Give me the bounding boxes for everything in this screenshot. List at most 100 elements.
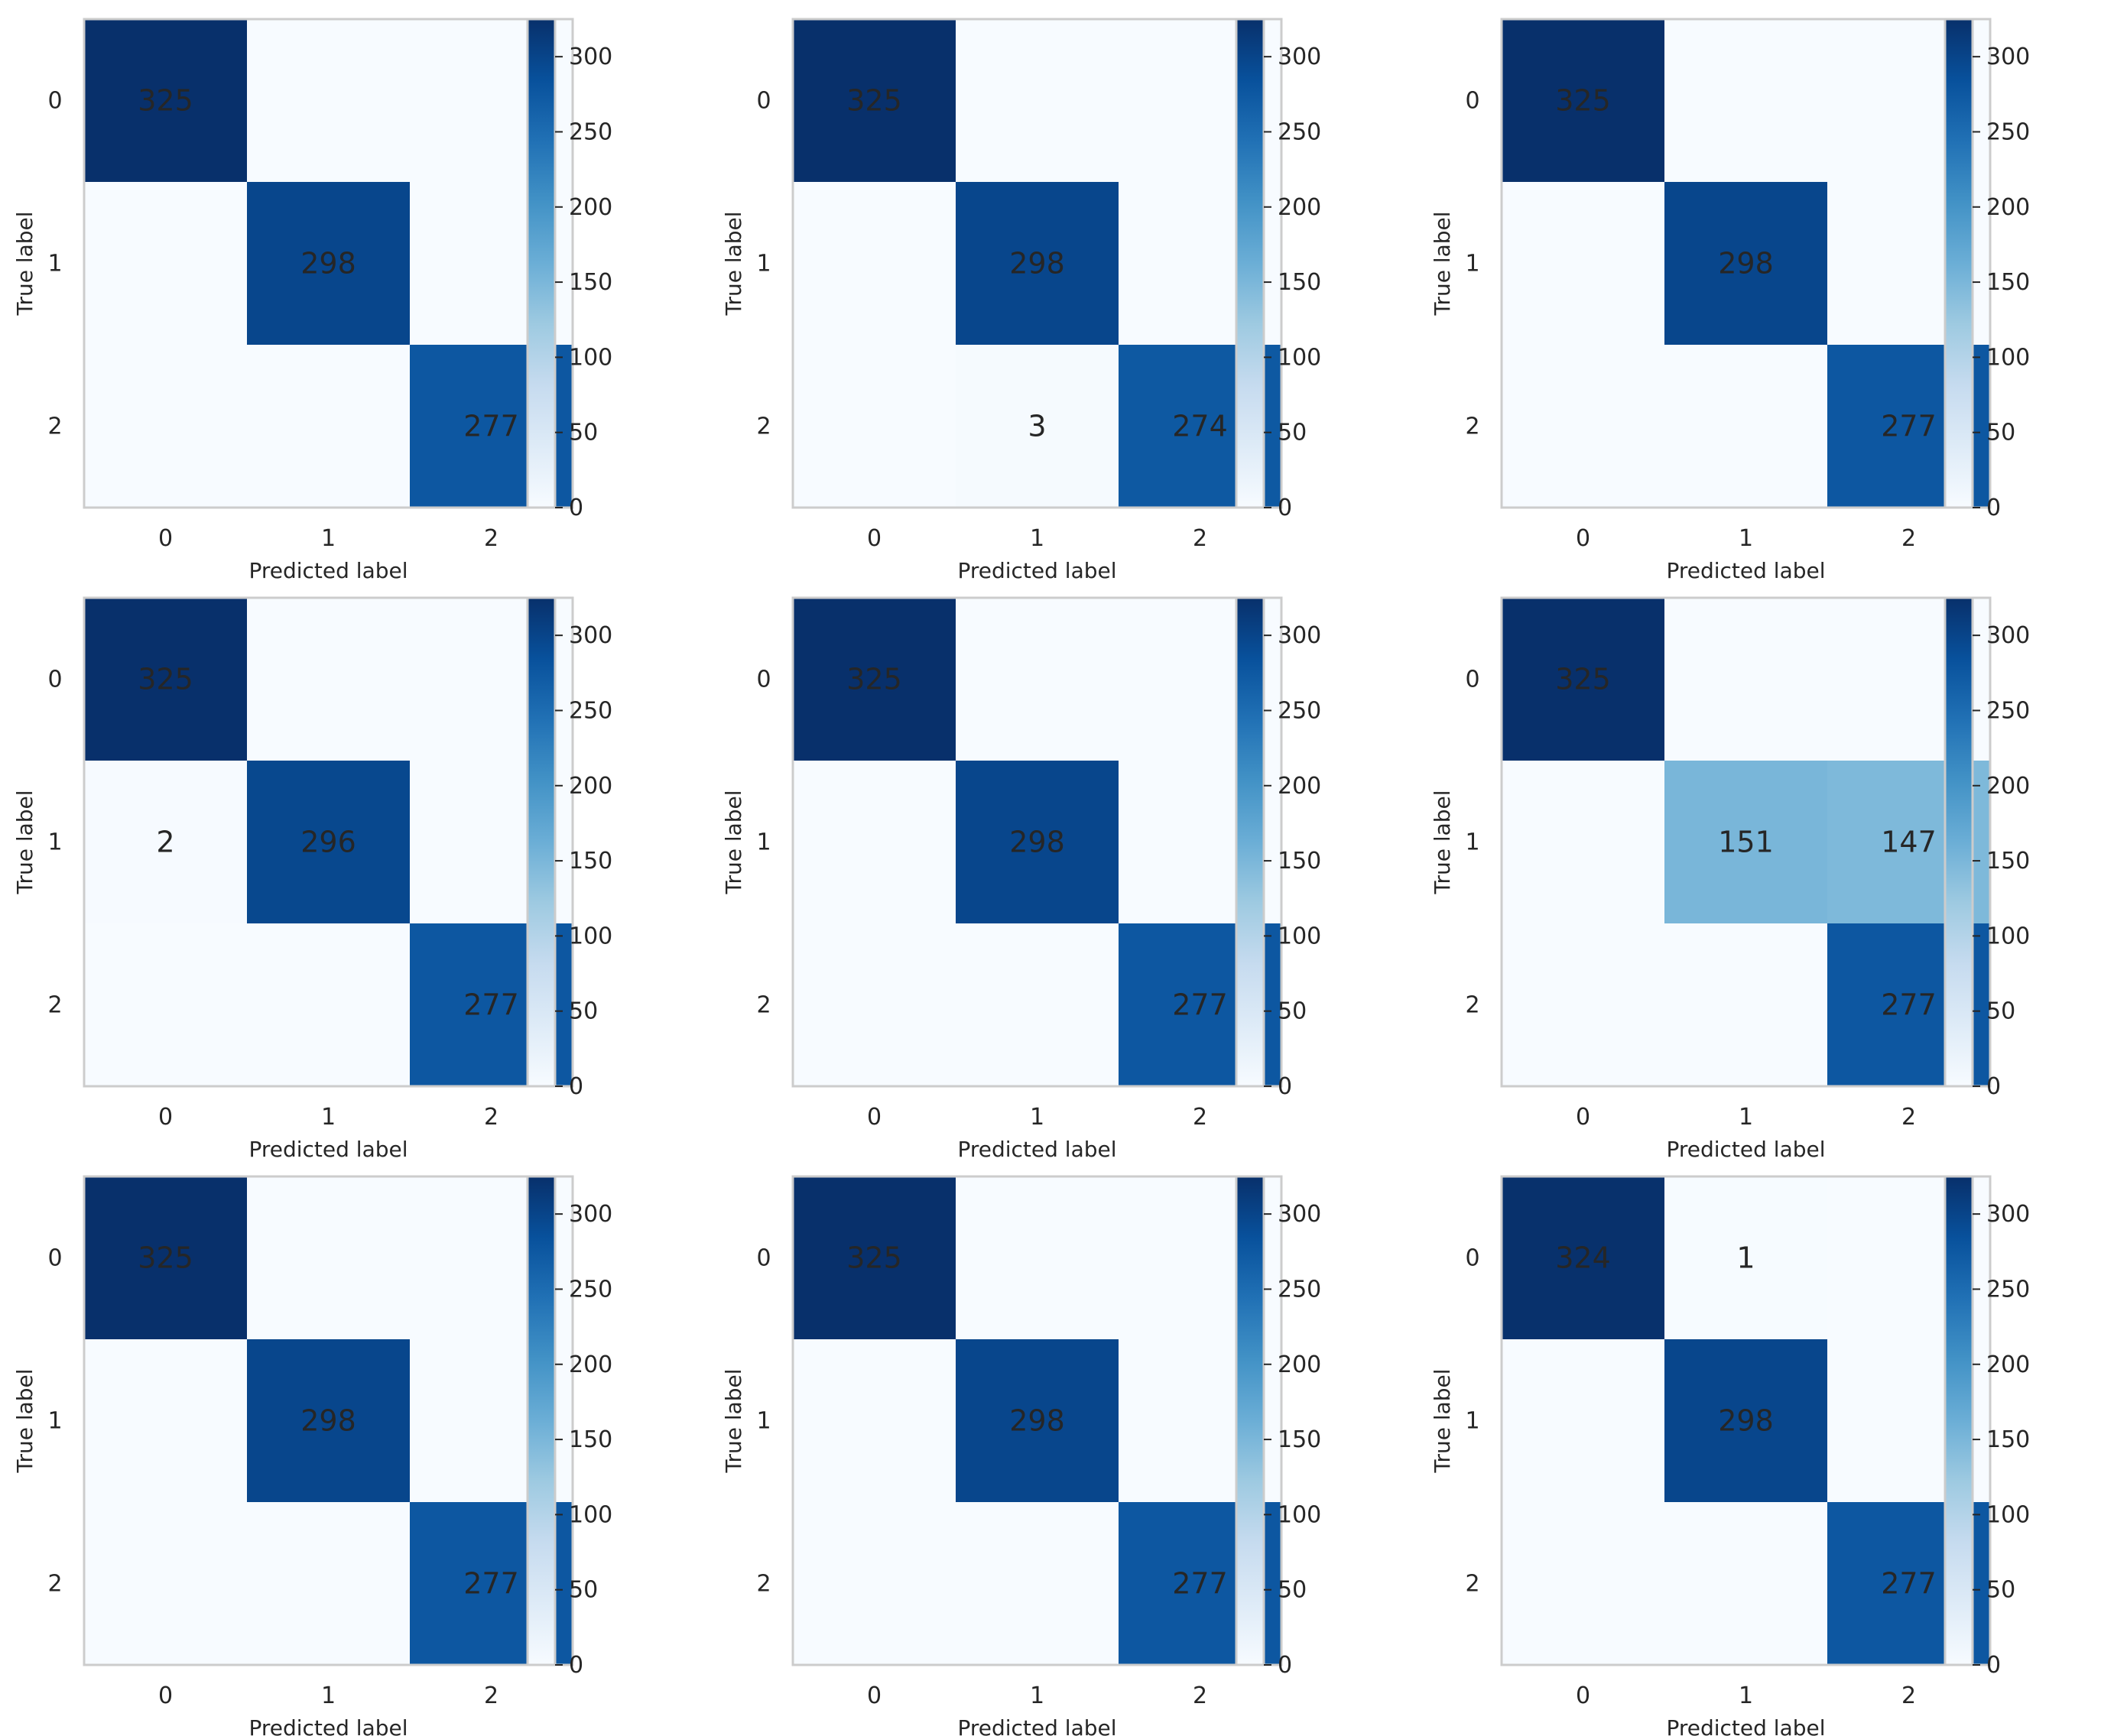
colorbar-tick-label: 200 [569,1351,612,1378]
colorbar-tick-label: 100 [1986,344,2030,371]
confusion-matrix-svg: 325 298 277 0 1 2 0 1 2 Predicted label True label… [12,18,612,579]
confusion-matrix-svg: 325 298 277 0 1 2 0 1 2 Predicted label True label… [721,596,1321,1157]
colorbar-tick-label: 50 [569,420,598,446]
x-axis-label: Predicted label [248,558,408,579]
x-tick-label: 0 [158,525,173,552]
y-tick-label: 1 [1465,829,1479,856]
colorbar-tick-label: 300 [569,1201,612,1228]
cell-2-1 [956,345,1119,508]
colorbar [1236,19,1264,508]
y-tick-label: 1 [47,829,62,856]
colorbar-tick-label: 50 [1986,420,2015,446]
cell-1-1 [956,761,1119,924]
colorbar-frame [526,1175,557,1666]
plot-frame [83,1175,574,1666]
cell-2-0 [1502,345,1665,508]
cell-2-0 [793,1502,956,1666]
colorbar-frame [1944,18,1974,509]
x-axis-label: Predicted label [1666,1715,1825,1736]
y-tick-label: 2 [47,414,62,440]
cell-1-0 [1502,1339,1665,1503]
x-axis-label: Predicted label [957,558,1116,579]
colorbar-tick-label: 150 [1278,1426,1321,1453]
cell-0-0 [84,19,248,183]
cell-label-2-1: 3 [1028,410,1046,443]
cell-2-1 [956,1502,1119,1666]
cell-0-0 [1502,19,1665,183]
y-tick-label: 0 [756,88,771,115]
cell-2-1 [247,345,411,508]
colorbar-tick-label: 0 [1278,495,1292,521]
plot-frame [1500,596,1992,1088]
cell-1-1 [1664,1339,1828,1503]
plot-frame [83,596,574,1088]
confusion-matrix-svg: 325 298 3 274 0 1 2 0 1 2 Predicted label True labe… [721,18,1321,579]
colorbar-tick-label: 250 [1986,697,2030,724]
y-tick-label: 1 [756,1408,771,1435]
colorbar-tick-label: 100 [1278,344,1321,371]
cell-2-0 [1502,1502,1665,1666]
colorbar [1945,19,1973,508]
colorbar-tick-label: 300 [1278,622,1321,649]
colorbar [528,1176,555,1665]
cell-1-0 [84,1339,248,1503]
colorbar-frame [1944,1175,1974,1666]
cell-label-1-1: 298 [1009,247,1065,281]
colorbar-tick-label: 150 [1278,848,1321,874]
colorbar-tick-label: 100 [1986,923,2030,949]
x-tick-label: 0 [867,1104,882,1131]
cell-label-0-0: 325 [1555,663,1611,696]
cell-label-2-2: 277 [1172,1567,1228,1601]
cell-label-0-0: 325 [846,84,902,118]
cell-1-1 [1664,182,1828,346]
colorbar [528,598,555,1086]
colorbar-tick-label: 50 [1986,1577,2015,1604]
cell-label-1-1: 298 [1718,247,1774,281]
colorbar-tick-label: 50 [569,998,598,1025]
cell-2-0 [793,923,956,1087]
colorbar-tick-label: 200 [1986,194,2030,221]
colorbar-tick-label: 0 [1986,495,2001,521]
cell-0-1 [247,19,411,183]
y-tick-label: 1 [1465,251,1479,277]
colorbar [1236,598,1264,1086]
cell-label-0-0: 325 [1555,84,1611,118]
x-axis-label: Predicted label [248,1715,408,1736]
colorbar-tick-label: 300 [569,44,612,70]
colorbar-tick-label: 50 [1986,998,2015,1025]
colorbar-tick-label: 0 [1278,1073,1292,1100]
y-tick-label: 0 [756,667,771,693]
cell-label-1-1: 151 [1718,826,1774,859]
x-tick-label: 2 [1901,1682,1916,1709]
cell-2-1 [247,1502,411,1666]
colorbar-tick-label: 250 [1986,118,2030,145]
x-tick-label: 2 [1193,1104,1207,1131]
x-tick-label: 0 [1576,525,1590,552]
y-tick-label: 2 [756,1571,771,1598]
colorbar-tick-label: 200 [569,773,612,800]
cell-0-0 [793,19,956,183]
cell-label-0-0: 325 [846,1241,902,1275]
cell-1-1 [1664,761,1828,924]
cell-2-0 [84,1502,248,1666]
cell-1-1 [247,1339,411,1503]
colorbar-tick-label: 150 [569,1426,612,1453]
y-tick-label: 0 [756,1245,771,1272]
colorbar-tick-label: 150 [1986,269,2030,296]
x-tick-label: 1 [1030,525,1044,552]
colorbar-tick-label: 100 [569,1501,612,1528]
x-tick-label: 2 [1193,525,1207,552]
x-axis-label: Predicted label [1666,558,1825,579]
x-tick-label: 0 [1576,1104,1590,1131]
y-tick-label: 1 [756,251,771,277]
cell-1-0 [1502,182,1665,346]
confusion-matrix-svg: 325 2 296 277 0 1 2 0 1 2 Predicted label True labe… [12,596,612,1157]
y-tick-label: 1 [47,251,62,277]
cell-2-1 [247,923,411,1087]
x-tick-label: 2 [1901,1104,1916,1131]
colorbar [1236,1176,1264,1665]
x-tick-label: 0 [867,525,882,552]
cell-label-0-0: 325 [846,663,902,696]
cell-label-2-2: 277 [463,410,519,443]
colorbar-tick-label: 300 [1986,622,2030,649]
